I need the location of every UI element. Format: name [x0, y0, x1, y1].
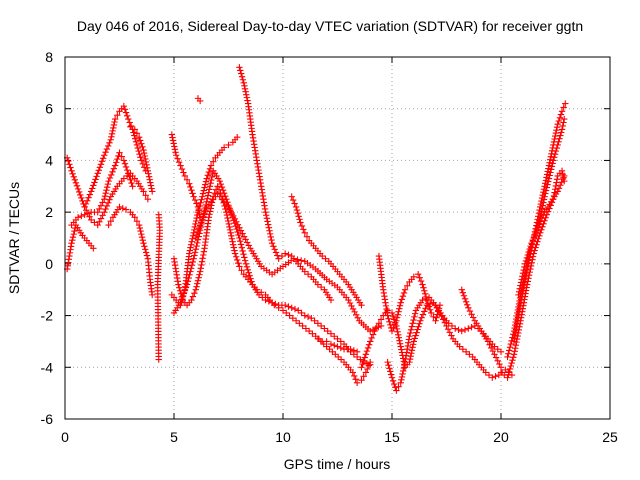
grid-layer [65, 57, 610, 419]
y-axis-label: SDTVAR / TECUs [6, 182, 22, 294]
y-tick-label: 2 [45, 204, 53, 220]
x-tick-label: 25 [602, 429, 618, 445]
data-point-markers [63, 221, 97, 273]
x-tick-label: 10 [275, 429, 291, 445]
plot-frame [64, 56, 611, 420]
data-point-markers [68, 149, 136, 229]
series-track-24 [515, 172, 568, 299]
series-track-20 [458, 286, 505, 355]
y-tick-label: 4 [45, 152, 53, 168]
series-track-14 [236, 64, 335, 304]
data-layer [63, 64, 569, 394]
data-point-markers [458, 286, 505, 355]
data-point-markers [127, 123, 156, 195]
data-point-markers [192, 190, 385, 335]
y-tick-label: -4 [41, 359, 54, 375]
series-track-5 [105, 203, 156, 299]
data-point-markers [194, 95, 204, 105]
series-track-7 [154, 211, 164, 363]
y-tick-label: 8 [45, 49, 53, 65]
data-point-markers [170, 167, 374, 368]
data-point-markers [288, 193, 365, 309]
series-track-13 [194, 95, 204, 105]
tick-layer: 0 5 10 15 20 25 -6 -4 -2 0 2 4 6 8 [41, 49, 618, 445]
series-track-4 [81, 102, 149, 211]
series-track-2 [63, 221, 97, 273]
y-tick-label: -6 [41, 411, 54, 427]
chart-title: Day 046 of 2016, Sidereal Day-to-day VTE… [77, 18, 583, 34]
series-track-3 [68, 149, 136, 229]
x-axis-label: GPS time / hours [284, 456, 391, 472]
data-point-markers [515, 172, 568, 299]
data-point-markers [105, 203, 156, 299]
y-tick-label: -2 [41, 308, 54, 324]
series-track-16 [314, 335, 374, 386]
series-track-18 [375, 252, 444, 335]
data-point-markers [236, 64, 335, 304]
data-point-markers [375, 252, 444, 335]
series-track-15 [288, 193, 365, 309]
x-tick-label: 15 [384, 429, 400, 445]
x-tick-label: 0 [61, 429, 69, 445]
series-track-12 [192, 190, 385, 335]
y-tick-label: 6 [45, 101, 53, 117]
x-tick-label: 5 [170, 429, 178, 445]
data-point-markers [314, 335, 374, 386]
data-point-markers [81, 102, 149, 211]
series-track-11 [170, 167, 374, 368]
x-tick-label: 20 [493, 429, 509, 445]
data-point-markers [154, 211, 164, 363]
y-tick-label: 0 [45, 256, 53, 272]
series-track-6 [127, 123, 156, 195]
